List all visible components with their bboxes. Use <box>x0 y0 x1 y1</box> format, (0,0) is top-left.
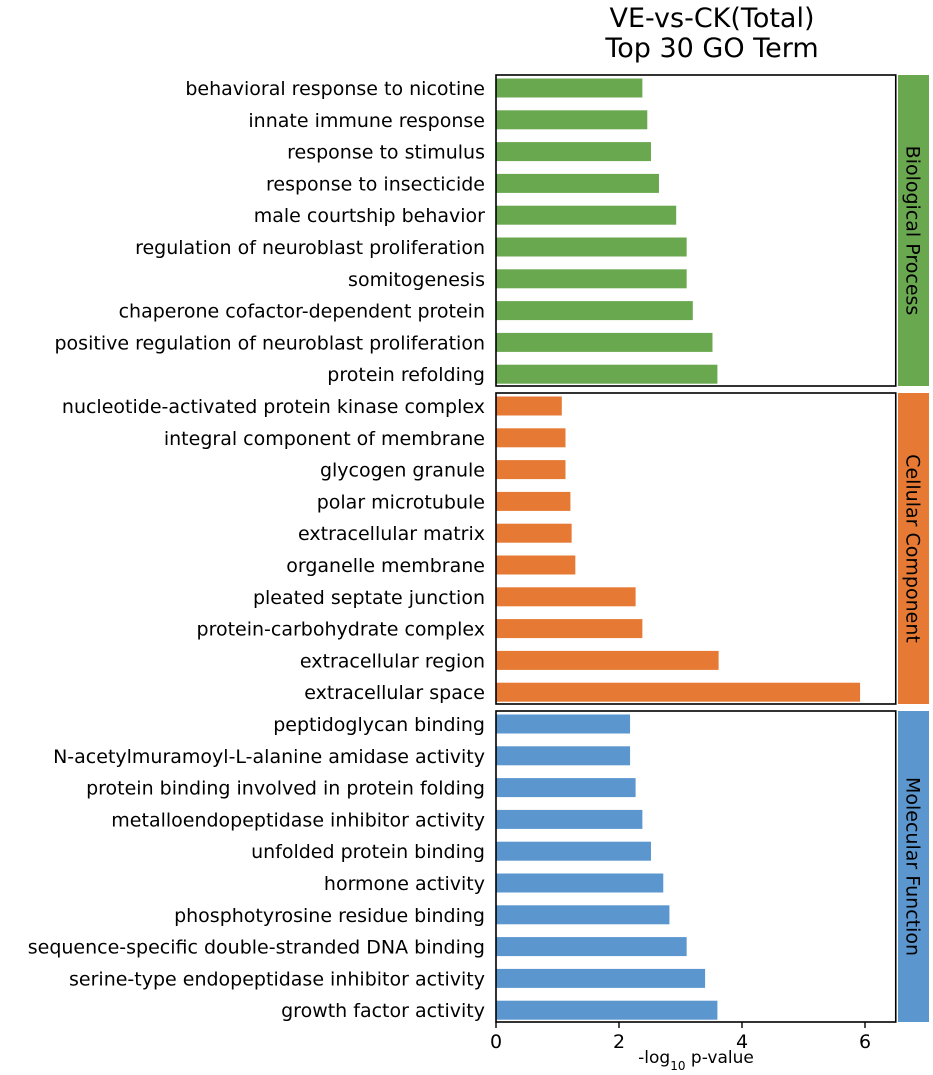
group-strip-molecular-function <box>898 711 929 1022</box>
category-label: N-acetylmuramoyl-L-alanine amidase activ… <box>53 746 485 768</box>
category-label: nucleotide-activated protein kinase comp… <box>62 396 485 418</box>
bar-integral-component-of-membrane <box>496 428 566 448</box>
category-label: behavioral response to nicotine <box>185 78 485 100</box>
bar-somitogenesis <box>496 269 687 289</box>
bar-glycogen-granule <box>496 460 566 480</box>
panel-frame <box>495 710 897 1023</box>
bar-chaperone-cofactor-dependent-protein <box>496 301 693 321</box>
category-label: integral component of membrane <box>164 428 485 450</box>
bar-phosphotyrosine-residue-binding <box>496 905 670 925</box>
group-label-cellular-component: Cellular Component <box>902 454 924 643</box>
category-label: metalloendopeptidase inhibitor activity <box>111 809 485 831</box>
bar-unfolded-protein-binding <box>496 841 651 861</box>
x-axis-label: -log10 p-value <box>638 1048 754 1073</box>
category-label: positive regulation of neuroblast prolif… <box>55 332 486 354</box>
bar-nucleotide-activated-protein-kinase-complex <box>496 396 562 416</box>
category-label: glycogen granule <box>320 460 485 482</box>
group-label-molecular-function: Molecular Function <box>902 777 924 956</box>
bar-sequence-specific-double-stranded-dna-binding <box>496 937 687 957</box>
category-label: response to insecticide <box>266 173 485 195</box>
group-strip-cellular-component <box>898 393 929 704</box>
bar-response-to-insecticide <box>496 173 659 193</box>
bar-regulation-of-neuroblast-proliferation <box>496 237 687 257</box>
bar-male-courtship-behavior <box>496 205 677 225</box>
bar-innate-immune-response <box>496 110 648 130</box>
category-label: protein binding involved in protein fold… <box>86 778 485 800</box>
bar-hormone-activity <box>496 873 664 893</box>
panel-frame <box>495 392 897 705</box>
category-label: peptidoglycan binding <box>273 714 485 736</box>
panel-frame <box>495 74 897 387</box>
category-label: growth factor activity <box>281 1000 485 1022</box>
chart-title-line-1: VE-vs-CK(Total) <box>609 3 814 34</box>
category-label: sequence-specific double-stranded DNA bi… <box>28 937 485 959</box>
bar-serine-type-endopeptidase-inhibitor-activity <box>496 968 706 988</box>
category-label: organelle membrane <box>286 555 485 577</box>
category-label: protein refolding <box>327 364 485 386</box>
category-label: phosphotyrosine residue binding <box>174 905 485 927</box>
bar-growth-factor-activity <box>496 1000 718 1020</box>
category-label: pleated septate junction <box>253 587 485 609</box>
panel-molecular-function: peptidoglycan binding N-acetylmuramoyl-L-… <box>28 710 929 1023</box>
bar-metalloendopeptidase-inhibitor-activity <box>496 809 643 829</box>
x-tick-label: 2 <box>613 1031 625 1053</box>
x-axis: 0 2 4 6 <box>490 1022 871 1053</box>
bar-protein-binding-involved-in-protein-folding <box>496 778 636 798</box>
panel-biological-process: behavioral response to nicotine innate im… <box>55 74 929 387</box>
bar-extracellular-matrix <box>496 523 572 543</box>
category-label: polar microtubule <box>317 491 485 513</box>
x-axis-label-subscript: 10 <box>670 1059 685 1073</box>
x-axis-label-suffix: p-value <box>686 1048 754 1068</box>
x-tick-label: 6 <box>859 1031 871 1053</box>
group-strip-biological-process <box>898 75 929 386</box>
category-label: chaperone cofactor-dependent protein <box>119 301 485 323</box>
bar-behavioral-response-to-nicotine <box>496 78 643 98</box>
category-label: protein-carbohydrate complex <box>197 619 485 641</box>
x-tick-label: 4 <box>736 1031 748 1053</box>
x-tick-label: 0 <box>490 1031 502 1053</box>
category-label: serine-type endopeptidase inhibitor acti… <box>69 968 485 990</box>
category-label: innate immune response <box>248 110 485 132</box>
category-label: response to stimulus <box>287 142 485 164</box>
bar-extracellular-region <box>496 650 719 670</box>
bar-polar-microtubule <box>496 491 571 511</box>
category-label: extracellular matrix <box>298 523 485 545</box>
bar-extracellular-space <box>496 682 861 702</box>
group-label-biological-process: Biological Process <box>902 146 924 316</box>
category-label: regulation of neuroblast proliferation <box>135 237 485 259</box>
x-axis-label-prefix: -log <box>638 1048 670 1068</box>
chart-title-line-2: Top 30 GO Term <box>604 33 818 64</box>
bar-protein-carbohydrate-complex <box>496 619 643 639</box>
category-label: somitogenesis <box>348 269 485 291</box>
bar-protein-refolding <box>496 364 718 384</box>
panels: behavioral response to nicotine innate im… <box>28 74 929 1023</box>
category-label: hormone activity <box>324 873 485 895</box>
panel-cellular-component: nucleotide-activated protein kinase comp… <box>62 392 929 705</box>
bar-organelle-membrane <box>496 555 576 575</box>
category-label: male courtship behavior <box>254 205 485 227</box>
bar-pleated-septate-junction <box>496 587 636 607</box>
bar-response-to-stimulus <box>496 142 651 162</box>
category-label: unfolded protein binding <box>251 841 485 863</box>
bar-n-acetylmuramoyl-l-alanine-amidase-activity <box>496 746 631 766</box>
bar-positive-regulation-of-neuroblast-proliferation <box>496 332 713 352</box>
category-label: extracellular region <box>300 650 485 672</box>
category-label: extracellular space <box>304 682 485 704</box>
bar-peptidoglycan-binding <box>496 714 631 734</box>
